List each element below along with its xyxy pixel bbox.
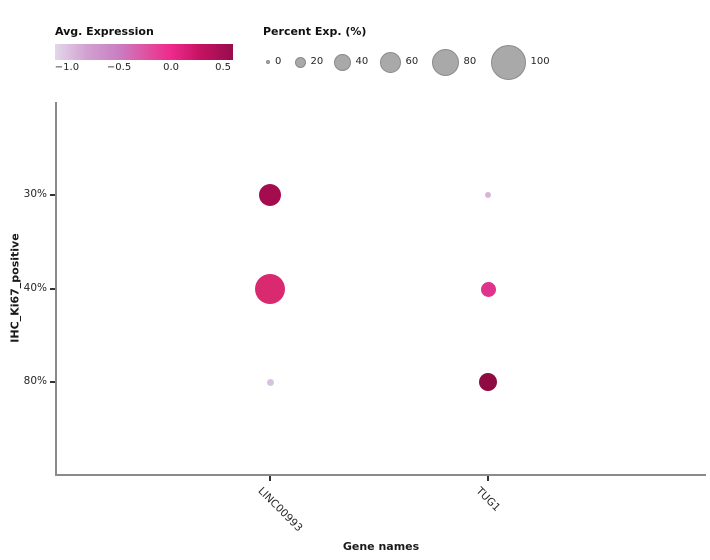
percent-legend-label: 100 [530, 55, 550, 67]
y-tick-label: 40% [23, 282, 47, 294]
x-axis-line [55, 474, 706, 476]
avg-expression-tick-label: 0.5 [215, 62, 231, 73]
y-tick [50, 194, 55, 196]
avg-expression-gradient-bar [55, 44, 233, 60]
avg-expression-tick-label: −0.5 [106, 62, 132, 73]
percent-legend-label: 80 [463, 55, 477, 67]
percent-legend-circle [490, 44, 526, 80]
dot-LINC00993-30 [259, 184, 281, 206]
x-axis-title: Gene names [342, 540, 420, 553]
x-tick [487, 476, 489, 481]
percent-legend-label: 0 [275, 55, 282, 67]
percent-legend-circle [379, 51, 401, 73]
y-tick [50, 288, 55, 290]
dot-TUG1-30 [485, 192, 491, 198]
avg-expression-tick-label: −1.0 [54, 62, 80, 73]
percent-legend-label: 20 [310, 55, 324, 67]
dot-LINC00993-40 [255, 274, 285, 304]
x-tick-label: LINC00993 [255, 485, 305, 535]
percent-legend-label: 40 [355, 55, 369, 67]
percent-legend-circle [333, 53, 351, 71]
percent-legend-circle [294, 56, 306, 68]
x-tick-label: TUG1 [473, 485, 503, 514]
dot-TUG1-40 [480, 281, 496, 297]
y-tick-label: 80% [23, 375, 47, 387]
y-axis-line [55, 102, 57, 476]
dot-TUG1-80 [479, 373, 497, 391]
percent-legend-label: 60 [405, 55, 419, 67]
dot-LINC00993-80 [266, 378, 274, 386]
y-tick-label: 30% [23, 188, 47, 200]
y-tick [50, 381, 55, 383]
percent-exp-legend-title: Percent Exp. (%) [263, 25, 367, 38]
x-tick [269, 476, 271, 481]
percent-legend-circle [266, 60, 270, 64]
avg-expression-legend-title: Avg. Expression [55, 25, 154, 38]
percent-legend-circle [431, 48, 459, 76]
avg-expression-tick-label: 0.0 [163, 62, 179, 73]
